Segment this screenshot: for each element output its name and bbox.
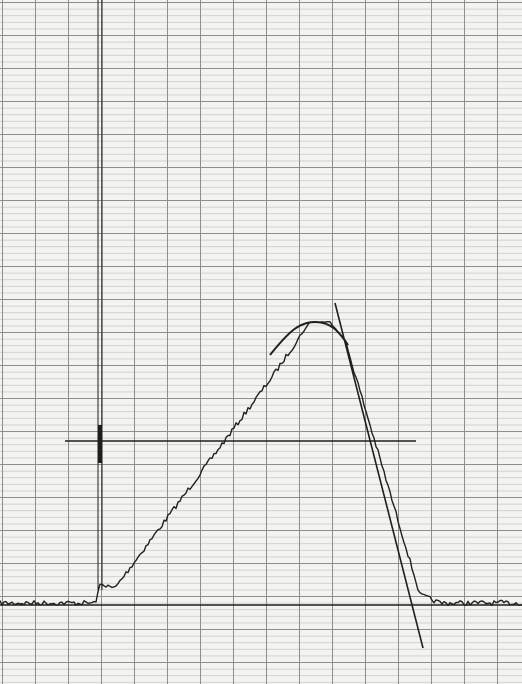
marker-blob bbox=[98, 425, 102, 463]
